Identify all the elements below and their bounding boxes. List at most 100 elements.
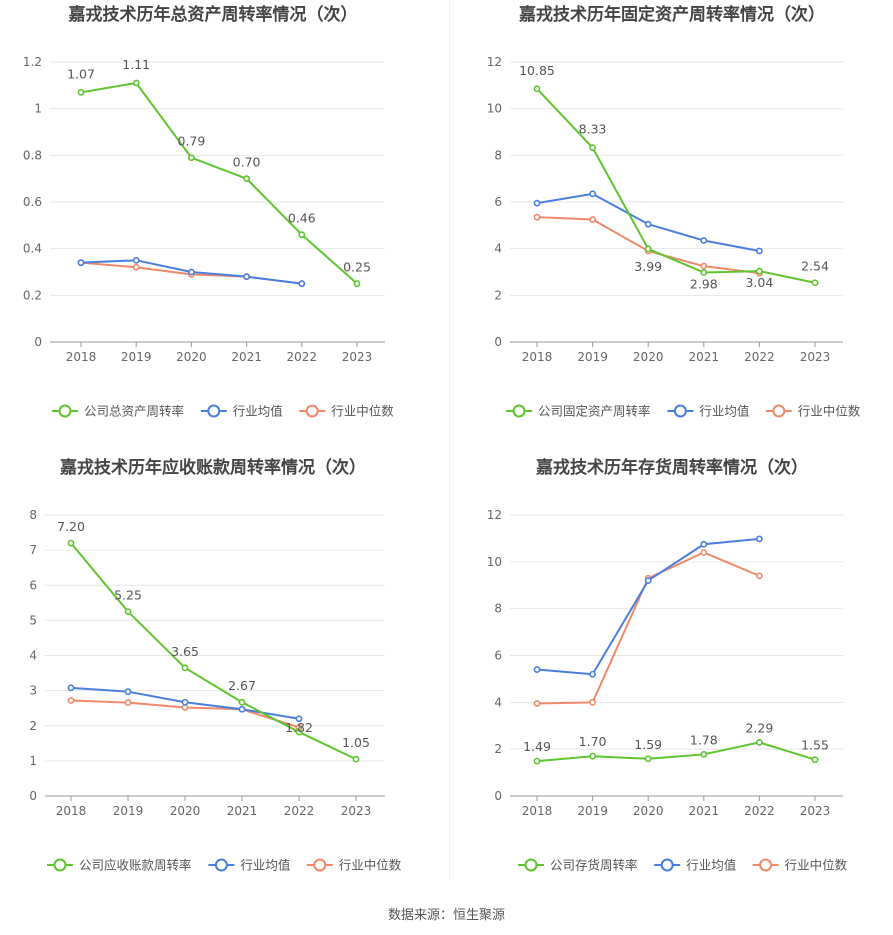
data-label: 2.54 <box>801 259 829 274</box>
data-point-avg <box>298 280 306 288</box>
data-label: 1.59 <box>634 737 662 752</box>
legend-item-company: 公司总资产周转率 <box>52 404 184 419</box>
y-tick-label: 0.6 <box>23 195 42 209</box>
legend-label: 行业均值 <box>240 858 290 873</box>
chart-panel-3: 嘉戎技术历年应收账款周转率情况（次） 0 1 2 3 4 5 6 7 8 2018 2019 2020 2… <box>29 457 401 873</box>
x-tick-label: 2019 <box>121 350 152 364</box>
data-point-avg <box>533 666 541 673</box>
legend-marker <box>313 858 327 872</box>
legend-marker <box>58 404 72 418</box>
data-point-median <box>67 697 75 704</box>
x-tick-label: 2022 <box>287 350 318 364</box>
data-point-company <box>533 757 541 765</box>
x-tick-label: 2021 <box>227 804 258 818</box>
legend-label: 公司存货周转率 <box>550 858 638 873</box>
x-tick-label: 2022 <box>744 350 775 364</box>
data-label: 0.25 <box>343 260 371 275</box>
series-line-company <box>536 741 816 763</box>
x-tick-label: 2019 <box>577 350 608 364</box>
legend-marker <box>759 858 773 872</box>
x-tick-label: 2018 <box>522 804 553 818</box>
data-label: 2.98 <box>690 276 718 291</box>
data-point-company <box>187 154 195 162</box>
data-point-company <box>756 738 763 746</box>
chart-title: 嘉戎技术历年固定资产周转率情况（次） <box>518 4 825 25</box>
chart-title: 嘉戎技术历年应收账款周转率情况（次） <box>59 457 366 478</box>
data-point-company <box>700 750 708 758</box>
data-point-avg <box>756 247 763 255</box>
y-tick-label: 12 <box>487 55 502 69</box>
data-source: 数据来源：恒生聚源 <box>387 908 505 923</box>
legend-item-company: 公司固定资产周转率 <box>506 404 651 419</box>
data-point-company <box>124 608 132 615</box>
data-point-company <box>353 280 361 288</box>
data-point-avg <box>238 705 246 713</box>
x-tick-label: 2020 <box>633 804 664 818</box>
x-tick-label: 2018 <box>56 804 87 818</box>
y-tick-label: 0 <box>494 789 502 803</box>
legend-marker <box>673 404 687 418</box>
y-tick-label: 0 <box>29 789 37 803</box>
data-label: 5.25 <box>114 588 142 603</box>
data-point-company <box>132 79 140 87</box>
legend-label: 行业中位数 <box>331 404 394 419</box>
y-tick-label: 10 <box>487 102 502 116</box>
data-point-company <box>181 664 189 672</box>
y-tick-label: 0.2 <box>23 288 42 302</box>
chart-panel-1: 嘉戎技术历年总资产周转率情况（次） 0 0.2 0.4 0.6 0.8 1 1.2 2018 20… <box>23 4 394 419</box>
data-label: 1.07 <box>67 66 95 81</box>
data-point-avg <box>132 256 140 264</box>
chart-title: 嘉戎技术历年总资产周转率情况（次） <box>68 4 358 25</box>
legend-item-company: 公司存货周转率 <box>518 858 638 873</box>
x-tick-label: 2021 <box>689 804 720 818</box>
data-label: 1.05 <box>342 735 370 750</box>
legend-label: 行业中位数 <box>339 858 402 873</box>
data-point-company <box>811 756 819 764</box>
y-tick-label: 1 <box>34 102 42 116</box>
data-point-company <box>67 539 75 547</box>
data-label: 1.55 <box>801 738 829 753</box>
data-point-median <box>132 263 140 271</box>
x-tick-label: 2021 <box>689 350 720 364</box>
x-tick-label: 2023 <box>342 350 373 364</box>
data-point-avg <box>589 670 596 678</box>
x-tick-label: 2018 <box>66 350 97 364</box>
data-point-avg <box>700 540 708 548</box>
data-point-avg <box>756 535 763 543</box>
data-point-company <box>533 85 541 93</box>
data-point-median <box>589 216 596 223</box>
y-tick-label: 1 <box>29 754 37 768</box>
x-tick-label: 2023 <box>800 350 831 364</box>
data-point-company <box>644 245 652 253</box>
y-tick-label: 0 <box>34 335 42 349</box>
data-point-median <box>533 213 541 221</box>
y-tick-label: 10 <box>487 555 502 569</box>
data-point-median <box>756 572 763 580</box>
data-point-median <box>533 700 541 707</box>
data-label: 1.11 <box>122 57 150 72</box>
legend-marker <box>305 404 319 418</box>
chart-panel-2: 嘉戎技术历年固定资产周转率情况（次） 0 2 4 6 8 10 12 2018 2019 2020 2… <box>487 4 861 419</box>
data-point-avg <box>589 190 596 198</box>
data-point-company <box>298 231 306 239</box>
data-label: 1.49 <box>523 739 551 754</box>
data-point-avg <box>533 199 541 207</box>
data-label: 8.33 <box>579 122 607 137</box>
data-label: 2.67 <box>228 678 256 693</box>
data-label: 3.99 <box>634 259 662 274</box>
y-tick-label: 0 <box>494 335 502 349</box>
y-tick-label: 0.4 <box>23 242 42 256</box>
legend-item-median: 行业中位数 <box>306 858 402 873</box>
data-label: 0.79 <box>177 134 205 149</box>
legend-label: 行业均值 <box>233 404 283 419</box>
legend-item-avg: 行业均值 <box>200 404 283 419</box>
data-label: 3.04 <box>745 275 773 290</box>
data-label: 1.82 <box>285 720 313 735</box>
series-line-company <box>536 88 816 284</box>
data-label: 1.78 <box>690 732 718 747</box>
legend-label: 公司固定资产周转率 <box>538 404 651 419</box>
legend-item-company: 公司应收账款周转率 <box>47 858 192 873</box>
data-point-company <box>295 728 303 736</box>
legend-label: 行业中位数 <box>798 404 861 419</box>
